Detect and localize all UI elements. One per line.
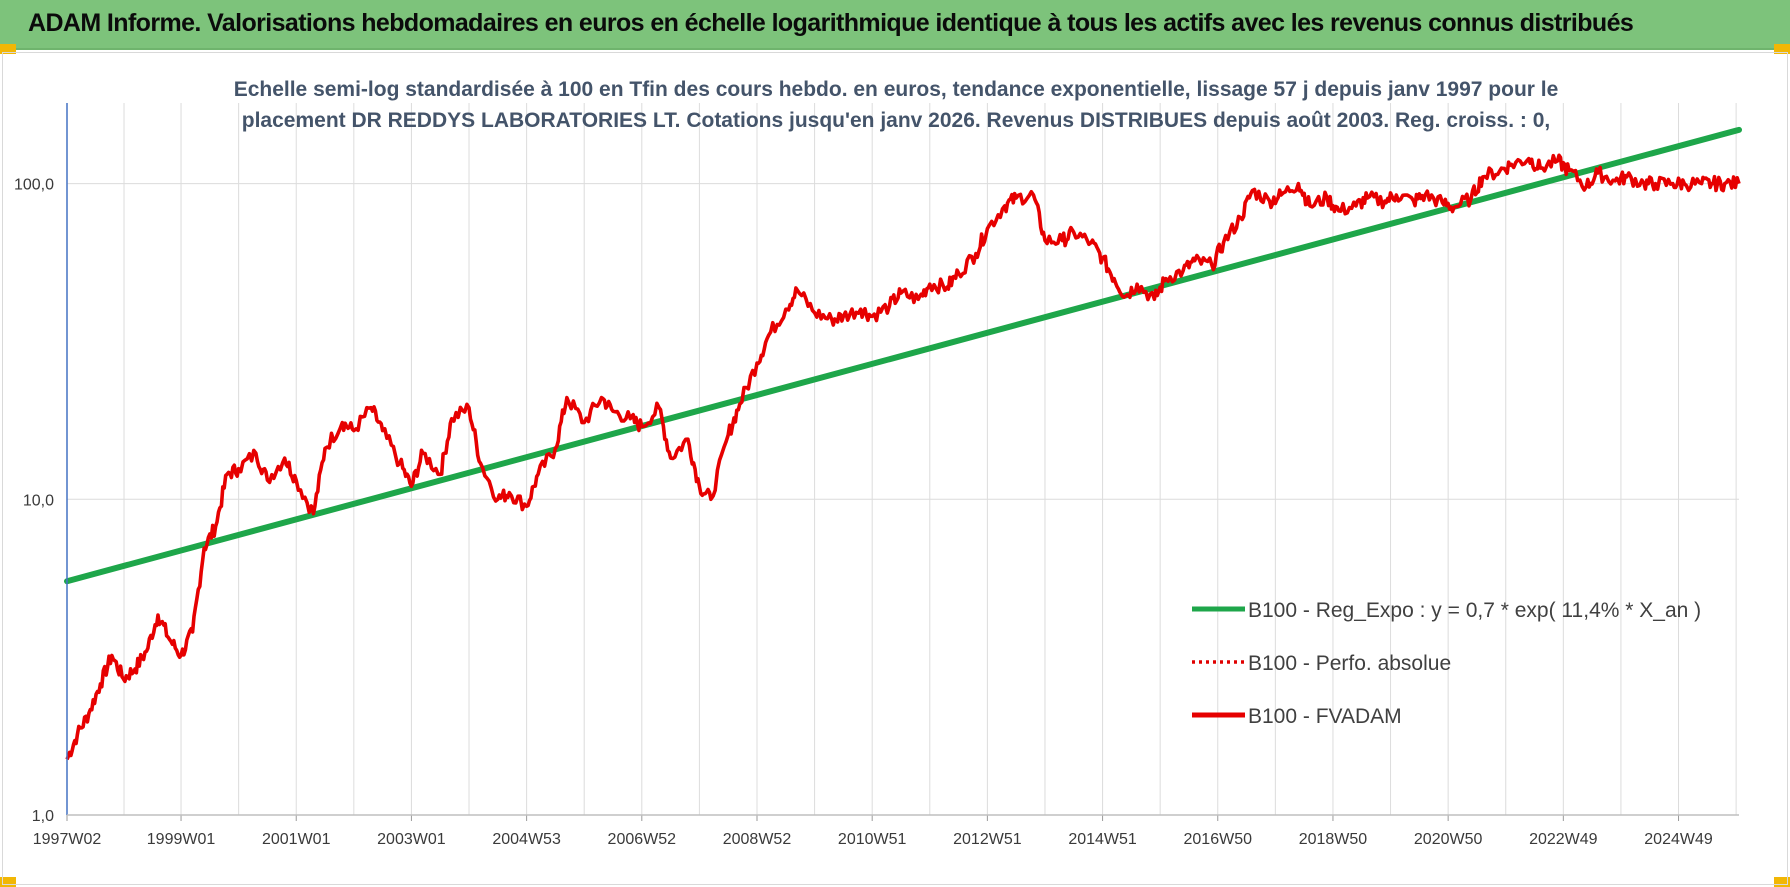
x-tick-label: 2008W52 (723, 831, 792, 848)
corner-marker (1774, 44, 1790, 54)
x-tick-label: 1999W01 (147, 831, 216, 848)
x-tick-label: 2001W01 (262, 831, 331, 848)
x-tick-label: 1997W02 (33, 831, 102, 848)
legend-entry-label: B100 - Perfo. absolue (1248, 652, 1451, 675)
page-title: ADAM Informe. Valorisations hebdomadaire… (28, 9, 1634, 37)
x-tick-label: 2014W51 (1068, 831, 1137, 848)
x-tick-label: 2018W50 (1299, 831, 1368, 848)
tick-labels: 1997W02 1999W01 2001W01 2003W01 2004W53 2006W… (14, 177, 1713, 848)
axes (66, 103, 1739, 821)
y-tick-label: 10,0 (23, 492, 54, 509)
grid (66, 103, 1739, 816)
corner-marker (0, 44, 16, 54)
chart-area: 1997W02 1999W01 2001W01 2003W01 2004W53 2006W… (2, 52, 1788, 885)
x-tick-label: 2010W51 (838, 831, 907, 848)
x-tick-label: 2024W49 (1644, 831, 1713, 848)
series-line-trend (64, 126, 1742, 585)
corner-marker (0, 877, 16, 887)
legend-entry-label: B100 - Reg_Expo : y = 0,7 * exp( 11,4% *… (1248, 599, 1701, 622)
x-tick-label: 2012W51 (953, 831, 1022, 848)
chart-subtitle: Echelle semi-log standardisée à 100 en T… (234, 78, 1559, 132)
x-tick-label: 2003W01 (377, 831, 446, 848)
y-tick-label: 1,0 (32, 808, 54, 825)
chart-subtitle-line: Echelle semi-log standardisée à 100 en T… (234, 78, 1559, 101)
series-line-fvadam (65, 153, 1741, 761)
trend-layer (64, 126, 1742, 585)
chart-subtitle-line: placement DR REDDYS LABORATORIES LT. Cot… (242, 109, 1550, 132)
x-tick-label: 2016W50 (1184, 831, 1253, 848)
x-tick-label: 2020W50 (1414, 831, 1483, 848)
header-bar: ADAM Informe. Valorisations hebdomadaire… (0, 0, 1790, 50)
legend: B100 - Reg_Expo : y = 0,7 * exp( 11,4% *… (1192, 599, 1701, 728)
corner-marker (1774, 877, 1790, 887)
x-tick-label: 2006W52 (608, 831, 677, 848)
series-layer (65, 153, 1741, 761)
legend-entry-label: B100 - FVADAM (1248, 705, 1402, 728)
chart-svg: 1997W02 1999W01 2001W01 2003W01 2004W53 2006W… (14, 78, 1742, 848)
x-tick-label: 2022W49 (1529, 831, 1598, 848)
y-tick-label: 100,0 (14, 177, 54, 194)
x-tick-label: 2004W53 (492, 831, 561, 848)
